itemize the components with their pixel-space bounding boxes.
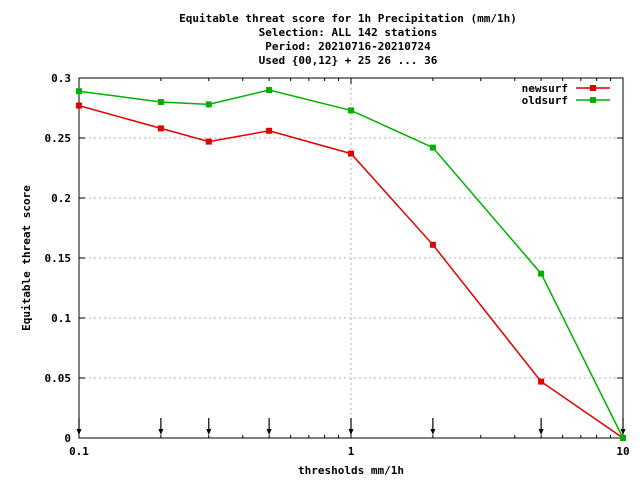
series-line-oldsurf <box>78 89 624 439</box>
threshold-arrow <box>348 418 354 435</box>
arrow-head <box>266 429 272 435</box>
legend-marker-newsurf <box>590 85 596 91</box>
data-point-newsurf <box>429 241 436 248</box>
arrow-head <box>158 429 164 435</box>
y-tick-label: 0.05 <box>45 372 72 385</box>
title-line-0: Equitable threat score for 1h Precipitat… <box>179 12 517 25</box>
threshold-arrow <box>430 418 436 435</box>
threshold-arrow <box>266 418 272 435</box>
x-tick-label: 1 <box>348 445 355 458</box>
arrow-head <box>348 429 354 435</box>
arrow-head <box>620 429 626 435</box>
arrow-head <box>538 429 544 435</box>
y-tick-label: 0.3 <box>51 72 71 85</box>
data-point-oldsurf <box>620 435 626 441</box>
threshold-arrow <box>76 418 82 435</box>
data-point-oldsurf <box>266 87 273 93</box>
legend-label-newsurf: newsurf <box>522 82 568 95</box>
chart-title: Equitable threat score for 1h Precipitat… <box>179 12 517 67</box>
threshold-arrow <box>620 418 626 435</box>
threshold-arrow <box>206 418 212 435</box>
x-tick-label: 0.1 <box>69 445 89 458</box>
title-line-3: Used {00,12} + 25 26 ... 36 <box>259 54 438 67</box>
title-line-1: Selection: ALL 142 stations <box>259 26 438 39</box>
data-point-newsurf <box>76 102 82 109</box>
x-axis-label: thresholds mm/1h <box>298 464 404 477</box>
data-point-oldsurf <box>157 99 164 105</box>
legend-label-oldsurf: oldsurf <box>522 94 568 107</box>
data-point-oldsurf <box>429 144 436 151</box>
data-point-oldsurf <box>348 107 354 114</box>
y-axis-ticks: 0 0.05 0.1 0.15 0.2 0.25 0.3 <box>45 72 623 445</box>
data-point-newsurf <box>157 125 164 132</box>
grid-lines <box>79 78 623 438</box>
legend-marker-oldsurf <box>590 97 596 103</box>
y-axis-label: Equitable threat score <box>20 185 33 331</box>
series-oldsurf <box>76 87 626 441</box>
y-tick-label: 0 <box>64 432 71 445</box>
threshold-arrow <box>538 418 544 435</box>
x-tick-label: 10 <box>616 445 629 458</box>
data-point-newsurf <box>348 150 354 157</box>
data-point-newsurf <box>205 138 212 145</box>
data-point-newsurf <box>538 378 545 385</box>
data-point-newsurf <box>266 127 273 134</box>
data-point-oldsurf <box>76 88 82 95</box>
data-point-oldsurf <box>538 270 545 277</box>
data-point-oldsurf <box>205 101 212 108</box>
arrow-head <box>206 429 212 435</box>
title-line-2: Period: 20210716-20210724 <box>265 40 431 53</box>
threshold-arrow <box>158 418 164 435</box>
series-line-newsurf <box>78 104 624 439</box>
y-tick-label: 0.25 <box>45 132 72 145</box>
x-axis-ticks: 0.1 1 10 <box>69 78 630 458</box>
arrow-head <box>76 429 82 435</box>
arrow-head <box>430 429 436 435</box>
threshold-arrow-markers <box>76 418 626 435</box>
y-tick-label: 0.2 <box>51 192 71 205</box>
data-series <box>76 87 626 441</box>
y-tick-label: 0.15 <box>45 252 72 265</box>
y-tick-label: 0.1 <box>51 312 71 325</box>
